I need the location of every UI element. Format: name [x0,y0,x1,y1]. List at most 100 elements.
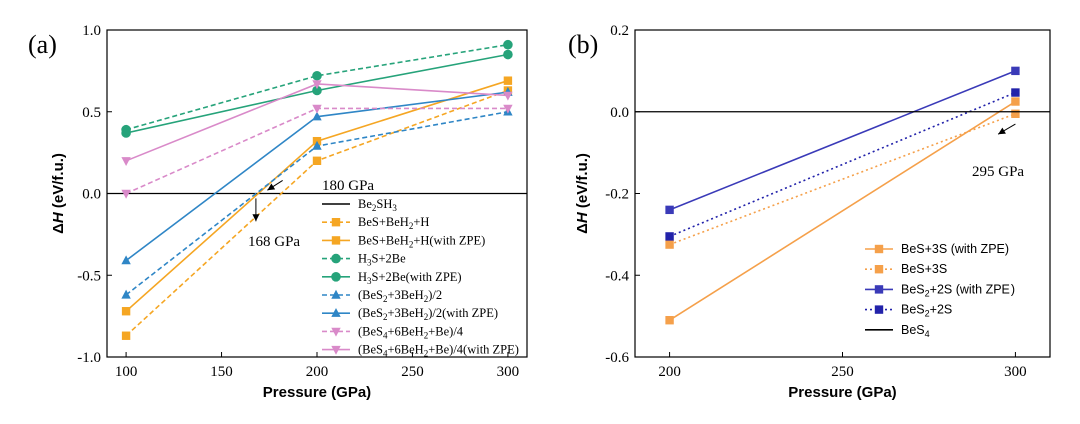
annotation-arrow-head [267,183,276,191]
legend: BeS+3S (with ZPE) BeS+3S BeS2+2S (with ZPE… [865,242,1015,339]
legend-label: (BeS2+3BeH2)/2 [358,288,442,304]
legend-marker [874,265,884,274]
y-tick-label: -0.5 [77,268,101,284]
series-line [669,70,1016,211]
data-point [503,76,513,85]
data-point [121,289,131,299]
y-tick-label: 0.0 [82,187,101,203]
legend-marker [331,218,341,227]
data-point [503,104,513,114]
legend: Be2SH3 BeS+BeH2+H BeS+BeH2+H(with ZPE) H3S+… [322,197,519,359]
y-tick-label: 0.0 [610,105,629,121]
annotation-arrow-head [998,127,1006,135]
series-bes-3s [665,109,1020,249]
annotation-label: 180 GPa [322,178,374,194]
series-bes-beh2-h [121,86,513,340]
y-tick-label: -0.2 [605,187,629,203]
legend-label: BeS+BeH2+H(with ZPE) [358,233,485,249]
annotation: 180 GPa [267,178,374,194]
x-tick-label: 200 [306,364,329,380]
legend-marker [331,236,341,245]
x-tick-label: 150 [210,364,233,380]
data-point [665,240,674,249]
y-tick-label: -1.0 [77,350,101,366]
data-point [312,156,322,165]
series-bes2-2s-with-zpe [665,66,1020,215]
panel-b: 200 250 300 -0.6 -0.4 -0.2 0.0 0.2 Pressure (GPa… [568,23,1051,401]
data-point [121,331,131,340]
annotation: 295 GPa [972,123,1024,180]
series-bes4-6beh2-be-4 [121,104,513,199]
x-tick-label: 250 [401,364,424,380]
data-point [121,189,131,199]
legend-marker [331,253,341,264]
legend-marker [331,345,341,355]
data-point [1011,88,1020,97]
data-point [312,140,322,150]
annotation-label: 168 GPa [248,234,300,250]
series-bes-3s-with-zpe [665,97,1020,325]
legend-marker [331,327,341,337]
legend-label: (BeS4+6BeH2+Be)/4 [358,324,464,340]
series-line [669,113,1016,246]
data-point [503,91,513,101]
data-point [121,255,131,265]
legend-label: (BeS2+3BeH2)/2(with ZPE) [358,306,498,322]
x-tick-label: 300 [1004,364,1027,380]
series-line [125,107,508,195]
data-point [1011,66,1020,76]
legend-marker [874,244,884,254]
legend-label: BeS+BeH2+H [358,215,429,231]
data-point [121,157,131,166]
series-line [125,43,509,131]
data-point [312,85,322,96]
legend-label: BeS2+2S [901,303,952,319]
data-point [312,70,322,81]
y-tick-label: -0.6 [605,350,629,366]
legend-label: (BeS4+6BeH2+Be)/4(with ZPE) [358,343,519,359]
plot-frame [634,29,1051,358]
data-point [665,232,674,241]
legend-label: Be2SH3 [358,197,397,213]
legend-marker [874,305,884,314]
series-bes4-6beh2-be-4-with-zpe [121,80,513,166]
y-axis-label: ΔH (eV/f.u.) [50,153,67,234]
data-point [312,104,322,114]
data-point [1011,97,1020,106]
legend-label: BeS+3S [901,262,947,276]
y-tick-label: 1.0 [82,23,101,39]
y-tick-label: 0.2 [610,23,629,39]
data-point [121,307,131,316]
legend-marker [331,272,341,282]
data-point [665,205,674,215]
data-point [312,80,322,90]
y-tick-label: -0.4 [605,268,629,284]
data-point [665,316,674,325]
legend-label: BeS2+2S (with ZPE ) [901,282,1015,298]
series-line [669,100,1016,321]
annotation-arrow-head [252,214,260,222]
annotation: 168 GPa [248,198,300,250]
panel-a: 100 150 200 250 300 -1.0 -0.5 0.0 0.5 1.0 Pressure… [28,23,528,401]
x-tick-label: 300 [497,364,520,380]
y-tick-label: 0.5 [82,105,101,121]
legend-label: BeS+3S (with ZPE) [901,242,1009,256]
legend-marker [874,285,884,294]
series-bes2-2s [665,88,1020,241]
x-tick-label: 100 [115,364,138,380]
data-point [1011,109,1020,118]
legend-marker [331,289,341,299]
series-h3s-2be-with-zpe [121,49,513,138]
series-line [669,91,1016,238]
series-line [125,89,509,337]
x-axis-label: Pressure (GPa) [263,384,371,401]
data-point [503,39,513,50]
data-point [312,111,322,121]
panel-label: (a) [28,30,57,59]
legend-label: H3S+2Be [358,252,406,268]
panel-label: (b) [568,30,598,59]
legend-marker [331,308,341,317]
x-tick-label: 200 [658,364,681,380]
legend-label: BeS4 [901,323,930,339]
